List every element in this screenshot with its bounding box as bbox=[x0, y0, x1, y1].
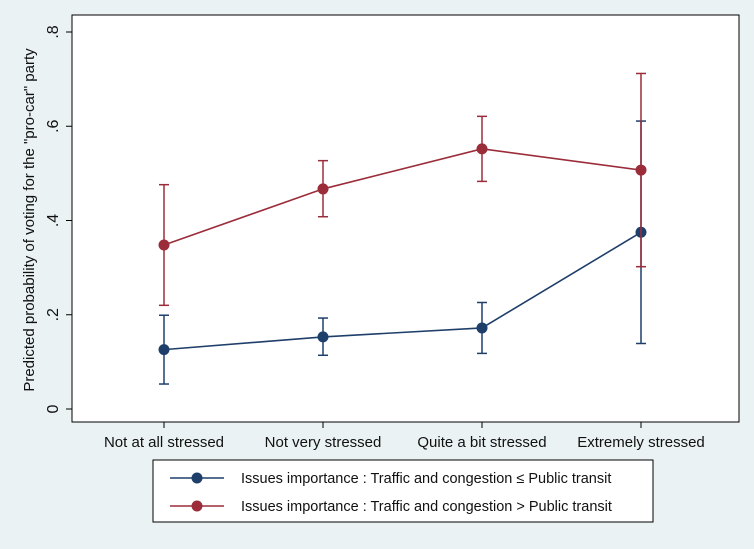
y-tick-label: .6 bbox=[45, 119, 62, 132]
x-tick-label: Extremely stressed bbox=[577, 434, 705, 451]
series-line bbox=[163, 231, 642, 351]
legend-marker bbox=[191, 500, 203, 512]
plot-background bbox=[71, 14, 740, 423]
legend-marker bbox=[191, 472, 203, 484]
y-tick-label: 0 bbox=[45, 404, 62, 413]
series-layer bbox=[158, 72, 647, 385]
legend-box bbox=[152, 459, 654, 523]
data-point bbox=[635, 164, 647, 176]
legend-label: Issues importance : Traffic and congesti… bbox=[241, 499, 612, 515]
axes: 0 .2 .4 .6 .8 Not at all stressed Not very str… bbox=[45, 25, 705, 451]
data-point bbox=[158, 239, 170, 251]
data-point bbox=[317, 183, 329, 195]
x-tick-label: Quite a bit stressed bbox=[417, 434, 546, 451]
data-point bbox=[476, 322, 488, 334]
x-tick-label: Not at all stressed bbox=[104, 434, 224, 451]
y-tick-label: .4 bbox=[45, 214, 62, 227]
series-line bbox=[163, 148, 642, 246]
legend-label: Issues importance : Traffic and congesti… bbox=[241, 471, 611, 487]
y-axis-label: Predicted probability of voting for the … bbox=[21, 48, 38, 392]
series-2 bbox=[158, 72, 647, 307]
y-tick-label: .8 bbox=[45, 25, 62, 38]
data-point bbox=[158, 344, 170, 356]
x-tick-label: Not very stressed bbox=[265, 434, 382, 451]
data-point bbox=[476, 143, 488, 155]
data-point bbox=[317, 331, 329, 343]
legend: Issues importance : Traffic and congesti… bbox=[152, 459, 654, 523]
y-tick-label: .2 bbox=[45, 308, 62, 321]
